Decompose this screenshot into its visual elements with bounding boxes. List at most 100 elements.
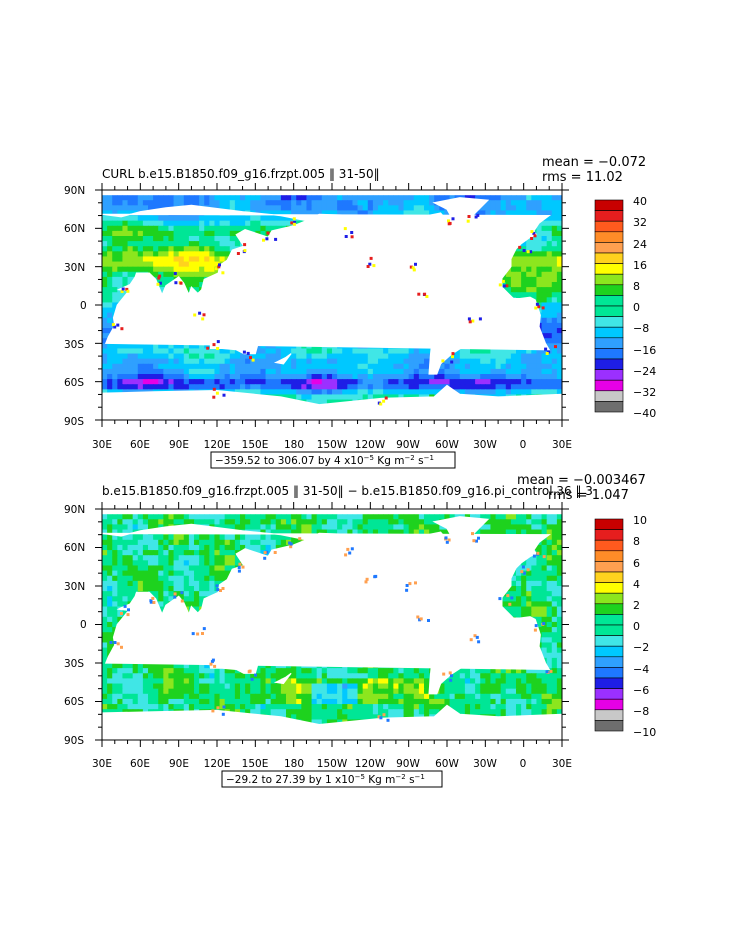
field-cell (372, 368, 379, 375)
field-cell (275, 220, 282, 227)
field-cell (439, 195, 446, 201)
field-cell (521, 271, 527, 278)
field-cell (449, 368, 456, 375)
field-cell (209, 379, 216, 385)
field-cell (265, 215, 272, 222)
field-cell (531, 384, 538, 390)
field-cell (163, 519, 170, 525)
field-cell (102, 276, 108, 283)
coastal-speckle (372, 264, 376, 268)
field-cell (158, 368, 164, 375)
field-cell (234, 241, 241, 247)
field-cell (265, 384, 272, 390)
field-cell (531, 205, 538, 212)
coastal-speckle (246, 351, 250, 355)
field-cell (199, 220, 205, 227)
field-cell (531, 560, 538, 567)
field-cell (275, 210, 282, 217)
field-cell (470, 353, 476, 360)
field-cell (219, 519, 226, 525)
field-cell (500, 514, 507, 520)
field-cell (163, 195, 170, 201)
field-cell (199, 230, 205, 237)
field-cell (280, 514, 287, 520)
field-cell (127, 276, 134, 283)
field-cell (388, 394, 394, 401)
field-cell (194, 246, 200, 252)
field-cell (178, 363, 185, 370)
field-cell (521, 241, 527, 247)
field-cell (362, 519, 369, 525)
field-cell (250, 389, 256, 396)
field-cell (306, 353, 313, 360)
field-cell (536, 555, 543, 561)
coastal-speckle (467, 215, 471, 218)
field-cell (265, 205, 272, 212)
field-cell (117, 379, 124, 385)
field-cell (148, 363, 154, 370)
field-cell (229, 230, 236, 237)
coastal-speckle (545, 352, 549, 355)
field-cell (280, 529, 287, 536)
field-cell (536, 358, 543, 365)
field-cell (204, 519, 210, 525)
field-cell (240, 220, 246, 227)
coastal-speckle (113, 325, 117, 329)
field-cell (434, 389, 440, 396)
field-cell (204, 241, 210, 247)
field-cell (480, 358, 486, 365)
field-cell (102, 348, 108, 355)
field-cell (245, 353, 251, 360)
field-cell (219, 539, 226, 546)
field-cell (132, 519, 139, 525)
field-cell (342, 519, 348, 525)
field-cell (480, 514, 486, 520)
field-cell (148, 519, 154, 525)
field-cell (142, 514, 149, 520)
field-cell (536, 200, 543, 206)
field-cell (122, 241, 129, 247)
field-cell (107, 389, 113, 396)
field-cell (173, 539, 180, 546)
field-cell (260, 519, 267, 525)
field-cell (500, 374, 507, 380)
field-cell (475, 374, 481, 380)
field-cell (117, 200, 124, 206)
field-cell (505, 363, 512, 370)
coastal-speckle (292, 222, 296, 226)
field-cell (234, 205, 241, 212)
field-cell (326, 210, 333, 217)
field-cell (219, 241, 226, 247)
field-cell (219, 246, 226, 252)
field-cell (214, 534, 221, 541)
field-cell (439, 514, 446, 520)
field-cell (510, 282, 517, 288)
field-cell (378, 195, 384, 201)
field-cell (296, 200, 302, 206)
field-cell (291, 368, 297, 375)
field-cell (117, 514, 124, 520)
field-cell (357, 389, 364, 396)
field-cell (459, 368, 466, 375)
field-cell (153, 379, 159, 385)
field-cell (142, 353, 149, 360)
field-cell (372, 374, 379, 380)
field-cell (117, 205, 124, 212)
field-cell (132, 236, 139, 242)
field-cell (178, 358, 185, 365)
field-cell (112, 343, 118, 350)
field-cell (148, 374, 154, 380)
field-cell (337, 529, 343, 536)
field-cell (209, 246, 216, 252)
field-cell (270, 200, 277, 206)
field-cell (490, 348, 497, 355)
field-cell (188, 560, 195, 567)
field-cell (475, 363, 481, 370)
field-cell (178, 555, 185, 561)
field-cell (326, 394, 333, 401)
field-cell (194, 353, 200, 360)
field-cell (209, 256, 216, 263)
field-cell (296, 368, 302, 375)
field-cell (245, 220, 251, 227)
field-cell (270, 544, 277, 551)
